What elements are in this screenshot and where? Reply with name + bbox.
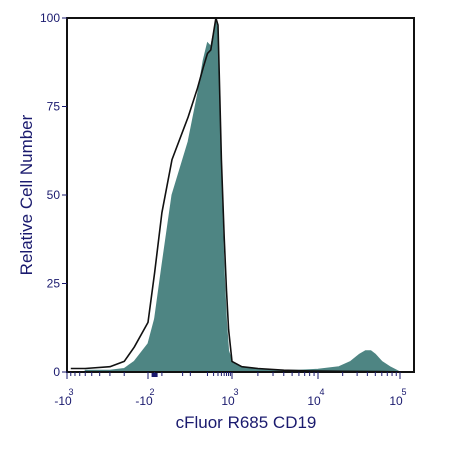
x-tick-label: -10 (135, 394, 153, 408)
x-tick-exponent: 5 (401, 387, 406, 397)
x-tick-label: -10 (54, 394, 72, 408)
x-tick-exponent: 3 (233, 387, 238, 397)
x-tick-label: 10 (389, 394, 403, 408)
y-axis-title: Relative Cell Number (17, 114, 36, 275)
x-zero-marker (151, 373, 158, 377)
x-tick-exponent: 4 (319, 387, 324, 397)
x-tick-exponent: 2 (149, 387, 154, 397)
y-tick-label: 100 (40, 11, 60, 25)
y-tick-label: 75 (47, 100, 61, 114)
x-tick-exponent: 3 (68, 387, 73, 397)
y-tick-label: 50 (47, 188, 61, 202)
histogram-overlay-line (70, 17, 413, 373)
x-tick-label: 10 (221, 394, 235, 408)
y-tick-label: 25 (47, 277, 61, 291)
y-tick-label: 0 (53, 365, 60, 379)
x-axis-title: cFluor R685 CD19 (176, 413, 317, 432)
plot-frame (66, 17, 415, 373)
plot-area (70, 17, 413, 373)
histogram-filled-series (84, 17, 401, 373)
x-tick-label: 10 (307, 394, 321, 408)
